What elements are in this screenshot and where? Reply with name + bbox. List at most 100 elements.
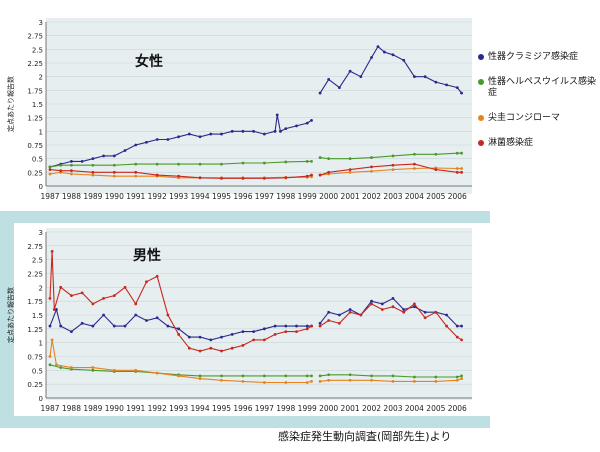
male-point-condyloma: [134, 368, 138, 372]
legend-label-gonorrhea: 淋菌感染症: [488, 138, 534, 148]
male-point-chlamydia: [262, 327, 266, 331]
female-point-chlamydia: [402, 58, 406, 62]
male-point-condyloma: [413, 380, 416, 383]
female-point-condyloma: [70, 172, 73, 176]
male-point-chlamydia: [413, 305, 416, 309]
female-point-condyloma: [460, 167, 463, 170]
male-point-gonorrhea: [423, 316, 427, 320]
male-point-condyloma: [155, 371, 159, 375]
male-point-gonorrhea: [52, 308, 56, 311]
male-point-gonorrhea: [48, 297, 52, 300]
female-point-gonorrhea: [348, 168, 352, 172]
male-point-herpes: [413, 375, 416, 379]
female-point-herpes: [241, 161, 245, 165]
male-ytick-label: 1.25: [27, 326, 43, 334]
male-point-gonorrhea: [445, 324, 448, 328]
source-credit: 感染症発生動向調査(岡部先生)より: [278, 430, 452, 443]
female-xtick-label: 1995: [212, 192, 231, 201]
male-point-chlamydia: [102, 313, 105, 317]
female-point-chlamydia: [383, 50, 386, 54]
female-point-chlamydia: [423, 75, 427, 79]
male-point-chlamydia: [123, 324, 127, 328]
male-point-gonorrhea: [402, 310, 406, 314]
male-point-condyloma: [348, 378, 352, 382]
male-point-chlamydia: [59, 324, 63, 328]
female-ytick-label: 3: [39, 19, 43, 27]
female-point-chlamydia: [70, 160, 73, 163]
male-point-herpes: [327, 373, 331, 377]
male-point-chlamydia: [348, 308, 352, 311]
male-point-condyloma: [48, 355, 52, 358]
male-point-gonorrhea: [209, 346, 213, 350]
male-point-gonorrhea: [241, 344, 245, 347]
male-xtick-label: 1993: [169, 404, 188, 413]
female-point-chlamydia: [187, 132, 191, 136]
female-point-chlamydia: [370, 56, 373, 59]
male-chart-title: 男性: [133, 247, 161, 264]
legend-marker-chlamydia: [478, 54, 484, 60]
female-xtick-label: 1988: [62, 192, 81, 201]
male-point-chlamydia: [460, 324, 463, 328]
female-point-chlamydia: [376, 45, 380, 48]
female-xtick-label: 2001: [341, 192, 360, 201]
male-point-condyloma: [241, 380, 245, 383]
male-point-chlamydia: [252, 330, 256, 333]
female-xtick-label: 1998: [276, 192, 295, 201]
male-point-condyloma: [310, 380, 313, 383]
female-point-herpes: [310, 160, 313, 163]
male-point-condyloma: [177, 374, 181, 378]
legend-item-herpes: 性器ヘルペスウイルス感染症: [478, 77, 598, 99]
female-point-condyloma: [91, 173, 95, 177]
male-xtick-label: 2002: [362, 404, 381, 413]
male-point-gonorrhea: [70, 294, 73, 298]
female-point-chlamydia: [166, 138, 170, 141]
male-point-herpes: [198, 374, 202, 378]
male-xtick-label: 1987: [40, 404, 59, 413]
male-point-gonorrhea: [380, 308, 384, 311]
male-point-gonorrhea: [59, 285, 63, 289]
male-point-herpes: [310, 374, 313, 378]
female-point-chlamydia: [220, 132, 223, 136]
female-point-chlamydia: [445, 83, 448, 87]
male-point-chlamydia: [370, 299, 373, 303]
female-point-gonorrhea: [284, 176, 288, 180]
male-point-chlamydia: [155, 316, 159, 320]
female-point-chlamydia: [134, 143, 138, 147]
male-point-condyloma: [370, 378, 373, 382]
male-point-gonorrhea: [166, 313, 170, 317]
female-point-herpes: [455, 151, 459, 155]
female-point-herpes: [327, 157, 331, 161]
female-xtick-label: 1989: [83, 192, 102, 201]
female-point-gonorrhea: [327, 170, 331, 174]
female-point-herpes: [112, 163, 116, 167]
female-point-herpes: [370, 156, 373, 159]
male-xtick-label: 2006: [448, 404, 467, 413]
female-ytick-label: 1.25: [27, 115, 43, 123]
male-point-condyloma: [198, 377, 202, 381]
female-ytick-label: 2.25: [27, 60, 43, 68]
female-ytick-label: 2.5: [32, 46, 43, 54]
male-point-condyloma: [50, 338, 54, 342]
male-ytick-label: 3: [39, 229, 43, 237]
male-point-gonorrhea: [434, 310, 438, 314]
male-ytick-label: 2.25: [27, 271, 43, 279]
female-point-condyloma: [348, 170, 352, 174]
male-point-gonorrhea: [305, 327, 309, 331]
female-ytick-label: 1: [39, 128, 43, 136]
male-point-chlamydia: [318, 321, 322, 325]
female-point-gonorrhea: [155, 173, 159, 177]
male-point-gonorrhea: [310, 324, 313, 328]
female-xtick-label: 1990: [105, 192, 124, 201]
male-point-condyloma: [91, 366, 95, 369]
female-point-gonorrhea: [413, 162, 416, 166]
male-point-gonorrhea: [391, 305, 395, 309]
female-ytick-label: 0: [39, 183, 43, 191]
female-point-herpes: [59, 163, 63, 167]
female-point-gonorrhea: [241, 176, 245, 180]
female-point-chlamydia: [198, 135, 202, 139]
female-point-gonorrhea: [198, 176, 202, 180]
female-xtick-label: 1996: [233, 192, 252, 201]
male-point-chlamydia: [455, 324, 459, 328]
female-xtick-label: 2005: [426, 192, 445, 201]
